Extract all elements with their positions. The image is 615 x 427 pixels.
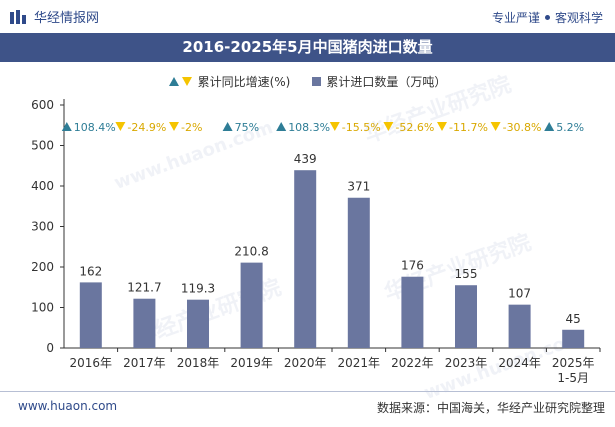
bar-value-label: 371 bbox=[347, 180, 370, 194]
x-tick-label: 2021年 bbox=[338, 356, 381, 370]
x-tick-label: 2018年 bbox=[177, 356, 220, 370]
y-tick-label: 0 bbox=[46, 341, 54, 355]
growth-down-marker bbox=[383, 122, 394, 131]
bar bbox=[562, 329, 585, 348]
legend-swatch-volume bbox=[312, 77, 322, 86]
growth-up-marker bbox=[276, 122, 287, 131]
x-tick-label-line: 2016年 bbox=[70, 356, 113, 370]
footer-website[interactable]: www.huaon.com bbox=[18, 399, 118, 413]
bar-value-label: 162 bbox=[79, 264, 102, 278]
x-tick-label: 2025年 1-5月 bbox=[552, 356, 595, 385]
bar-value-label: 119.3 bbox=[181, 282, 215, 296]
slogan-dot-icon bbox=[544, 15, 550, 20]
growth-label: 75% bbox=[235, 121, 259, 134]
bar bbox=[133, 298, 156, 348]
legend: 累计同比增速(%) 累计进口数量（万吨） bbox=[0, 73, 615, 90]
x-tick-label: 2016年 bbox=[70, 356, 113, 370]
slogan-left: 专业严谨 bbox=[491, 11, 540, 25]
y-tick-label: 400 bbox=[31, 179, 54, 193]
x-tick-label: 2024年 bbox=[498, 356, 541, 370]
top-bar: 华经情报网 专业严谨 客观科学 bbox=[0, 0, 615, 32]
growth-down-marker bbox=[490, 122, 501, 131]
footer-source: 数据来源：中国海关，华经产业研究院整理 bbox=[376, 401, 605, 415]
growth-label: 108.4% bbox=[74, 121, 116, 134]
bar-value-label: 107 bbox=[508, 287, 531, 301]
bar bbox=[508, 304, 531, 348]
bar-value-label: 45 bbox=[566, 312, 581, 326]
bar-value-label: 155 bbox=[455, 267, 478, 281]
x-tick-label: 2017年 bbox=[123, 356, 166, 370]
growth-up-marker bbox=[222, 122, 233, 131]
brand-logo-icon bbox=[10, 9, 26, 24]
bar bbox=[187, 299, 209, 348]
bar bbox=[79, 282, 102, 348]
bar-value-label: 210.8 bbox=[234, 245, 268, 259]
growth-label: 5.2% bbox=[556, 121, 584, 134]
bar bbox=[294, 170, 317, 348]
slogan: 专业严谨 客观科学 bbox=[492, 9, 603, 26]
bar-value-label: 121.7 bbox=[127, 281, 161, 295]
chart-title: 2016-2025年5月中国猪肉进口数量 bbox=[182, 38, 433, 56]
y-tick-label: 500 bbox=[31, 139, 54, 153]
x-tick-label: 2019年 bbox=[230, 356, 273, 370]
x-tick-label-line: 2022年 bbox=[391, 356, 434, 370]
x-tick-label: 2020年 bbox=[284, 356, 327, 370]
up-down-triangle-icon bbox=[168, 77, 192, 86]
growth-up-marker bbox=[544, 122, 555, 131]
x-tick-label-line: 2020年 bbox=[284, 356, 327, 370]
bar bbox=[240, 262, 263, 348]
bar bbox=[455, 285, 477, 348]
x-tick-label-line: 2021年 bbox=[338, 356, 381, 370]
growth-label: -52.6% bbox=[395, 121, 434, 134]
growth-label: -15.5% bbox=[342, 121, 381, 134]
brand-name: 华经情报网 bbox=[34, 11, 100, 26]
bar bbox=[401, 276, 424, 348]
legend-label-growth: 累计同比增速(%) bbox=[197, 75, 291, 89]
legend-item-growth[interactable]: 累计同比增速(%) bbox=[168, 73, 291, 90]
x-tick-label: 2022年 bbox=[391, 356, 434, 370]
growth-label: -2% bbox=[181, 121, 202, 134]
growth-down-marker bbox=[115, 122, 126, 131]
growth-up-marker bbox=[61, 122, 72, 131]
x-tick-label-line: 2025年 bbox=[552, 356, 595, 370]
y-tick-label: 600 bbox=[31, 98, 54, 112]
legend-item-volume[interactable]: 累计进口数量（万吨） bbox=[312, 73, 446, 90]
growth-down-marker bbox=[437, 122, 447, 131]
growth-label: 108.3% bbox=[288, 121, 330, 134]
title-bar: 2016-2025年5月中国猪肉进口数量 bbox=[0, 33, 615, 62]
y-tick-label: 100 bbox=[31, 301, 54, 315]
growth-label: -24.9% bbox=[127, 121, 166, 134]
x-tick-label-line: 2024年 bbox=[498, 356, 541, 370]
x-tick-label-line: 2018年 bbox=[177, 356, 220, 370]
bar bbox=[347, 197, 370, 348]
slogan-right: 客观科学 bbox=[554, 11, 603, 25]
bar-value-label: 439 bbox=[294, 152, 317, 166]
x-tick-label-line: 2017年 bbox=[123, 356, 166, 370]
x-tick-label-line: 2019年 bbox=[230, 356, 273, 370]
y-tick-label: 300 bbox=[31, 220, 54, 234]
brand[interactable]: 华经情报网 bbox=[10, 7, 99, 26]
bar-chart: 0 100 200 300 400 500 600 162 2016年 108.4% 121.7 20… bbox=[31, 98, 601, 385]
x-tick-label-line: 2023年 bbox=[445, 356, 488, 370]
growth-label: -30.8% bbox=[503, 121, 542, 134]
x-tick-label: 2023年 bbox=[445, 356, 488, 370]
growth-down-marker bbox=[169, 122, 179, 131]
bar-value-label: 176 bbox=[401, 259, 424, 273]
footer-divider bbox=[0, 391, 615, 392]
growth-down-marker bbox=[329, 122, 340, 131]
x-tick-label-line: 1-5月 bbox=[557, 371, 589, 385]
y-tick-label: 200 bbox=[31, 260, 54, 274]
legend-label-volume: 累计进口数量（万吨） bbox=[326, 75, 447, 89]
growth-label: -11.7% bbox=[449, 121, 488, 134]
